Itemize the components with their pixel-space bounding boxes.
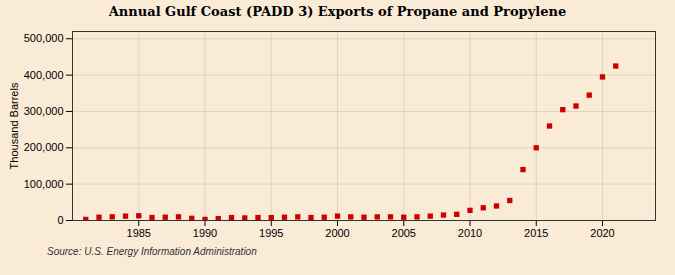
html-text:Source: U.S. Energy Informatio: Source: U.S. Energy Information Administ…: [47, 246, 257, 257]
svg-text:0: 0: [57, 214, 63, 226]
svg-text:1985: 1985: [127, 227, 151, 239]
svg-text:200,000: 200,000: [24, 141, 64, 153]
svg-text:100,000: 100,000: [24, 178, 64, 190]
svg-text:2005: 2005: [392, 227, 416, 239]
svg-text:1990: 1990: [193, 227, 217, 239]
svg-text:400,000: 400,000: [24, 69, 64, 81]
svg-text:2015: 2015: [524, 227, 548, 239]
svg-text:500,000: 500,000: [24, 32, 64, 44]
svg-text:Thousand Barrels: Thousand Barrels: [8, 82, 20, 169]
svg-text:1995: 1995: [259, 227, 283, 239]
svg-text:2020: 2020: [590, 227, 614, 239]
html-text:Annual Gulf Coast (PADD 3) Exp: Annual Gulf Coast (PADD 3) Exports of Pr…: [108, 4, 567, 19]
svg-text:2000: 2000: [325, 227, 349, 239]
svg-text:2010: 2010: [458, 227, 482, 239]
svg-text:300,000: 300,000: [24, 105, 64, 117]
